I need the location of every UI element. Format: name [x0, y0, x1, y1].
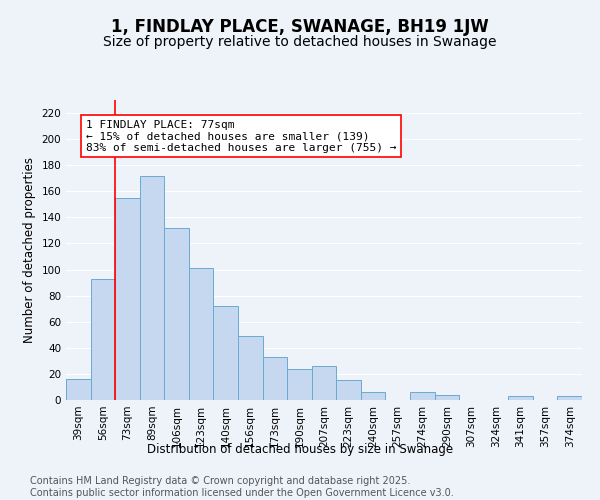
- Bar: [214, 306, 238, 400]
- Bar: [312, 366, 336, 400]
- Text: Contains HM Land Registry data © Crown copyright and database right 2025.
Contai: Contains HM Land Registry data © Crown c…: [30, 476, 454, 498]
- Bar: [410, 392, 434, 400]
- Bar: [164, 228, 189, 400]
- Bar: [361, 392, 385, 400]
- Bar: [434, 395, 459, 400]
- Y-axis label: Number of detached properties: Number of detached properties: [23, 157, 36, 343]
- Bar: [336, 380, 361, 400]
- Bar: [189, 268, 214, 400]
- Text: Distribution of detached houses by size in Swanage: Distribution of detached houses by size …: [147, 442, 453, 456]
- Bar: [91, 278, 115, 400]
- Bar: [287, 368, 312, 400]
- Text: 1 FINDLAY PLACE: 77sqm
← 15% of detached houses are smaller (139)
83% of semi-de: 1 FINDLAY PLACE: 77sqm ← 15% of detached…: [86, 120, 396, 153]
- Bar: [263, 357, 287, 400]
- Bar: [508, 396, 533, 400]
- Bar: [66, 379, 91, 400]
- Bar: [140, 176, 164, 400]
- Bar: [238, 336, 263, 400]
- Text: 1, FINDLAY PLACE, SWANAGE, BH19 1JW: 1, FINDLAY PLACE, SWANAGE, BH19 1JW: [111, 18, 489, 36]
- Text: Size of property relative to detached houses in Swanage: Size of property relative to detached ho…: [103, 35, 497, 49]
- Bar: [557, 396, 582, 400]
- Bar: [115, 198, 140, 400]
